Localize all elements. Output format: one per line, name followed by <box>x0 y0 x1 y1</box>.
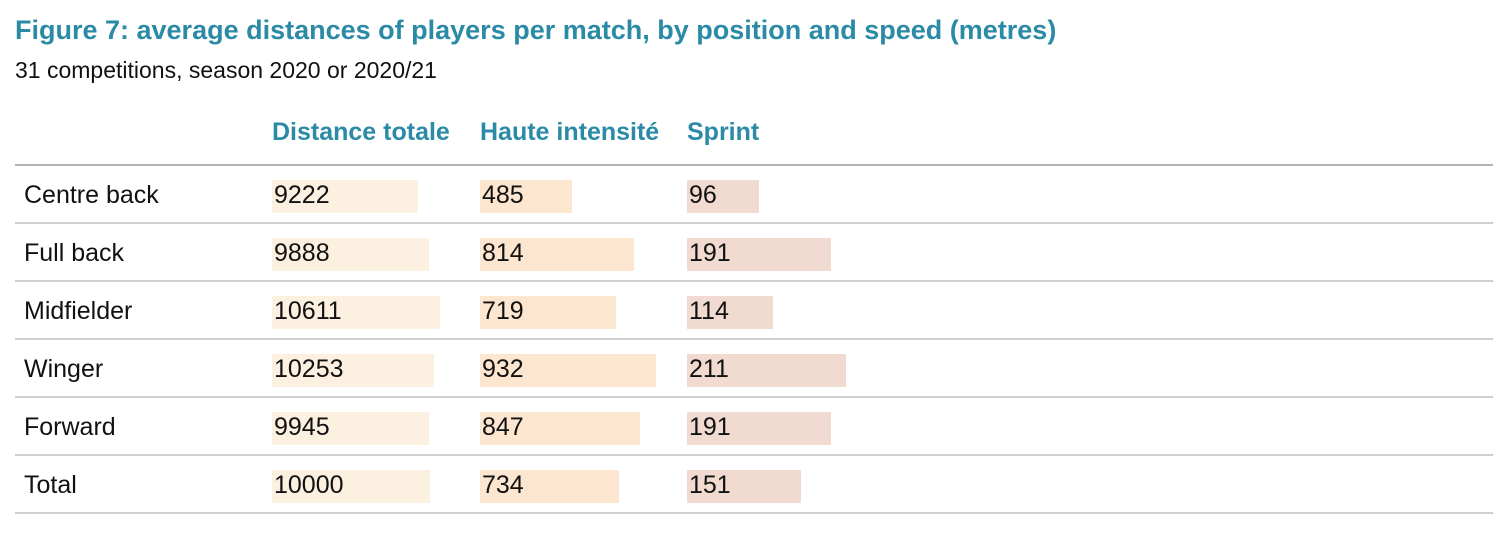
value-distance: 10611 <box>274 297 342 325</box>
table-row: Midfielder 10611 719 114 <box>15 282 1493 340</box>
bar-distance <box>272 238 429 271</box>
bar-intensity <box>480 296 616 329</box>
value-intensity: 932 <box>482 355 524 383</box>
value-intensity: 814 <box>482 239 524 267</box>
bar-distance <box>272 354 434 387</box>
bar-distance <box>272 180 418 213</box>
value-sprint: 191 <box>689 413 731 441</box>
value-distance: 10253 <box>274 355 344 383</box>
bar-intensity <box>480 354 656 387</box>
bar-sprint <box>687 238 831 271</box>
row-label: Centre back <box>24 181 159 209</box>
value-sprint: 151 <box>689 471 731 499</box>
value-intensity: 719 <box>482 297 524 325</box>
row-label: Forward <box>24 413 116 441</box>
row-divider <box>15 338 1493 340</box>
header-divider <box>15 164 1493 166</box>
value-distance: 9222 <box>274 181 330 209</box>
column-header-sprint: Sprint <box>687 118 760 146</box>
bar-sprint <box>687 354 846 387</box>
chart-title: Figure 7: average distances of players p… <box>15 15 1057 45</box>
column-header-intensity: Haute intensité <box>480 118 660 146</box>
bar-sprint <box>687 180 759 213</box>
row-label: Midfielder <box>24 297 133 325</box>
row-label: Winger <box>24 355 104 383</box>
bar-sprint <box>687 470 801 503</box>
value-sprint: 114 <box>689 297 729 325</box>
value-intensity: 485 <box>482 181 524 209</box>
value-intensity: 847 <box>482 413 524 441</box>
bar-distance <box>272 412 429 445</box>
bar-intensity <box>480 180 572 213</box>
bar-sprint <box>687 296 773 329</box>
bar-intensity <box>480 470 619 503</box>
bar-intensity <box>480 412 640 445</box>
chart-subtitle: 31 competitions, season 2020 or 2020/21 <box>15 57 437 83</box>
value-sprint: 96 <box>689 181 717 209</box>
row-divider <box>15 396 1493 398</box>
value-distance: 9888 <box>274 239 330 267</box>
table-row: Full back 9888 814 191 <box>15 224 1493 282</box>
row-divider <box>15 222 1493 224</box>
value-intensity: 734 <box>482 471 524 499</box>
row-label: Total <box>24 471 77 499</box>
value-distance: 9945 <box>274 413 330 441</box>
table-row: Winger 10253 932 211 <box>15 340 1493 398</box>
bar-distance <box>272 296 440 329</box>
row-divider <box>15 454 1493 456</box>
value-sprint: 191 <box>689 239 731 267</box>
row-divider <box>15 512 1493 514</box>
row-divider <box>15 280 1493 282</box>
row-label: Full back <box>24 239 125 267</box>
value-sprint: 211 <box>689 355 729 383</box>
bar-sprint <box>687 412 831 445</box>
column-header-distance: Distance totale <box>272 118 450 146</box>
value-distance: 10000 <box>274 471 344 499</box>
table-row: Forward 9945 847 191 <box>15 398 1493 456</box>
bar-distance <box>272 470 430 503</box>
bar-intensity <box>480 238 634 271</box>
table-row: Total 10000 734 151 <box>15 456 1493 514</box>
table-row: Centre back 9222 485 96 <box>15 166 1493 224</box>
